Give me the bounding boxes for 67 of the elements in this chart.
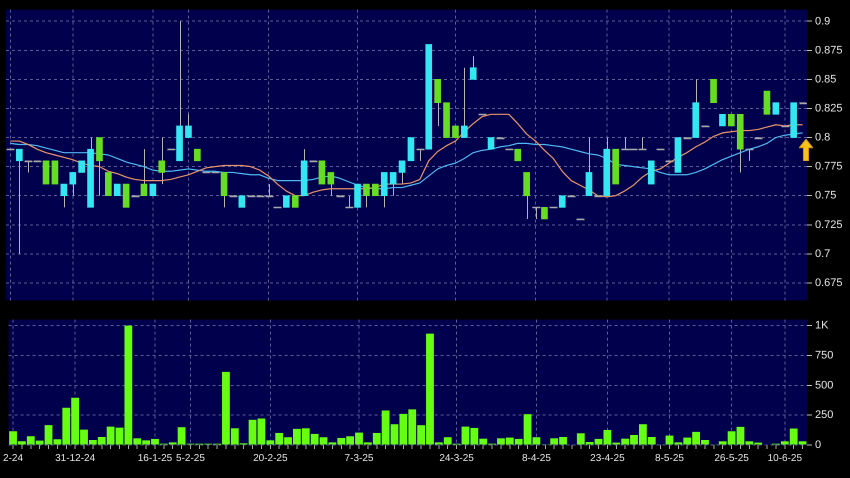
- candlestick: [398, 160, 406, 185]
- y-tick-label: 0.725: [815, 218, 843, 231]
- candlestick: [648, 160, 655, 185]
- candlestick: [69, 172, 76, 196]
- candlestick: [514, 148, 522, 162]
- candlestick: [194, 148, 201, 162]
- candlestick: [150, 184, 156, 196]
- x-tick-label: 20-2-25: [253, 452, 288, 464]
- candlestick: [434, 78, 441, 126]
- candlestick: [461, 67, 468, 138]
- candlestick: [523, 172, 530, 220]
- candlestick: [354, 184, 361, 208]
- candlestick: [292, 195, 299, 208]
- candlestick: [541, 207, 548, 220]
- candlestick: [114, 184, 121, 196]
- y-tick-label: 500: [815, 379, 834, 392]
- y-tick-label: 0.775: [815, 160, 843, 173]
- candlestick: [764, 90, 770, 115]
- candlestick: [96, 137, 103, 196]
- candlestick: [78, 160, 85, 173]
- x-tick-label: 8-5-25: [655, 452, 684, 464]
- y-tick-label: 0.75: [815, 190, 836, 202]
- y-tick-label: 1K: [815, 320, 830, 332]
- candlestick: [283, 195, 290, 208]
- x-tick-label: 10-6-25: [768, 452, 802, 464]
- y-tick-label: 0.9: [815, 15, 830, 28]
- candlestick: [390, 172, 396, 196]
- x-tick-label: 23-4-25: [590, 452, 626, 464]
- candlestick: [140, 148, 148, 196]
- candlestick: [719, 114, 726, 126]
- candlestick: [380, 172, 388, 208]
- candlestick: [586, 137, 592, 196]
- y-tick-label: 0.85: [815, 73, 836, 86]
- candlestick: [363, 184, 370, 208]
- candlestick: [122, 184, 130, 208]
- candlestick: [185, 114, 192, 138]
- x-tick-label: 5-2-25: [176, 452, 206, 464]
- x-tick-label: 2-24: [3, 452, 24, 464]
- candlestick: [105, 172, 112, 196]
- candlestick: [558, 195, 566, 208]
- y-tick-label: 0.675: [815, 276, 843, 289]
- candlestick: [52, 160, 58, 185]
- x-tick-label: 7-3-25: [344, 452, 374, 464]
- candlestick: [328, 172, 334, 196]
- y-tick-label: 250: [815, 409, 834, 422]
- candlestick: [488, 137, 494, 150]
- candlestick: [452, 126, 459, 138]
- y-tick-label: 0.7: [815, 248, 830, 260]
- y-tick-label: 750: [815, 349, 834, 362]
- candlestick: [710, 79, 717, 103]
- y-tick-label: 0: [815, 439, 822, 452]
- candlestick: [772, 102, 780, 115]
- y-tick-label: 0.875: [815, 44, 843, 56]
- x-tick-label: 16-1-25: [138, 452, 173, 464]
- y-tick-label: 0.8: [815, 132, 830, 144]
- x-tick-label: 24-3-25: [439, 452, 474, 464]
- x-tick-label: 31-12-24: [55, 452, 96, 464]
- candlestick: [158, 137, 166, 185]
- candlestick: [470, 56, 477, 80]
- x-tick-label: 26-5-25: [714, 452, 750, 464]
- candlestick: [728, 114, 735, 126]
- candlestick: [238, 195, 246, 208]
- candlestick: [408, 137, 414, 162]
- y-tick-label: 0.825: [815, 102, 843, 115]
- candlestick: [372, 184, 379, 196]
- x-tick-label: 8-4-25: [522, 452, 552, 464]
- candlestick: [60, 184, 68, 208]
